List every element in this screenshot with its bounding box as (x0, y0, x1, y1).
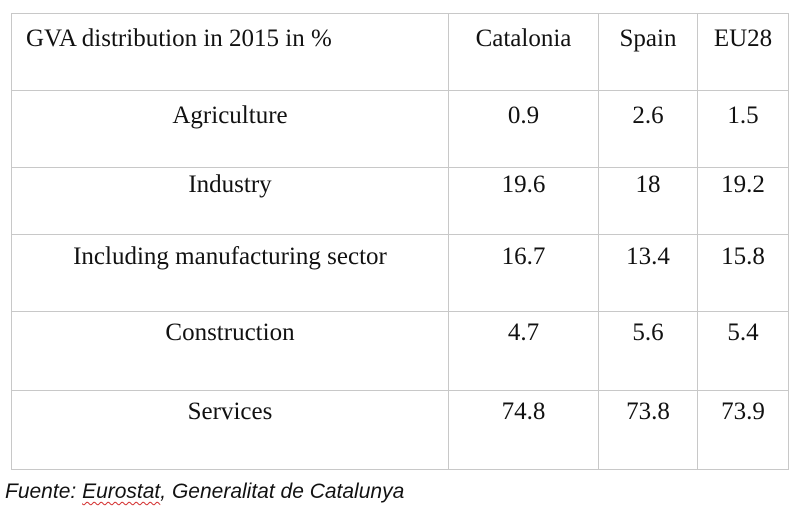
table-title-header: GVA distribution in 2015 in % (11, 13, 449, 91)
row-label: Agriculture (11, 90, 449, 168)
table-row: Including manufacturing sector 16.7 13.4… (11, 234, 789, 312)
cell-catalonia: 19.6 (448, 167, 599, 235)
source-rest: , Generalitat de Catalunya (160, 480, 405, 503)
source-caption: Fuente: Eurostat, Generalitat de Catalun… (5, 480, 404, 504)
column-header-catalonia: Catalonia (448, 13, 599, 91)
table-row: Industry 19.6 18 19.2 (11, 167, 789, 235)
source-prefix: Fuente: (5, 480, 83, 503)
cell-eu28: 15.8 (697, 234, 789, 312)
cell-spain: 2.6 (598, 90, 698, 168)
table-row: Agriculture 0.9 2.6 1.5 (11, 90, 789, 168)
cell-catalonia: 4.7 (448, 311, 599, 391)
cell-catalonia: 74.8 (448, 390, 599, 470)
table-row: Construction 4.7 5.6 5.4 (11, 311, 789, 391)
column-header-eu28: EU28 (697, 13, 789, 91)
source-eurostat: Eurostat (82, 480, 161, 503)
cell-eu28: 73.9 (697, 390, 789, 470)
table-row: Services 74.8 73.8 73.9 (11, 390, 789, 470)
cell-catalonia: 16.7 (448, 234, 599, 312)
cell-spain: 73.8 (598, 390, 698, 470)
row-label: Including manufacturing sector (11, 234, 449, 312)
table-header-row: GVA distribution in 2015 in % Catalonia … (11, 13, 789, 91)
row-label: Services (11, 390, 449, 470)
column-header-spain: Spain (598, 13, 698, 91)
row-label: Construction (11, 311, 449, 391)
gva-distribution-table: GVA distribution in 2015 in % Catalonia … (11, 13, 789, 470)
cell-catalonia: 0.9 (448, 90, 599, 168)
cell-eu28: 5.4 (697, 311, 789, 391)
cell-spain: 18 (598, 167, 698, 235)
row-label: Industry (11, 167, 449, 235)
cell-eu28: 1.5 (697, 90, 789, 168)
cell-eu28: 19.2 (697, 167, 789, 235)
cell-spain: 13.4 (598, 234, 698, 312)
cell-spain: 5.6 (598, 311, 698, 391)
